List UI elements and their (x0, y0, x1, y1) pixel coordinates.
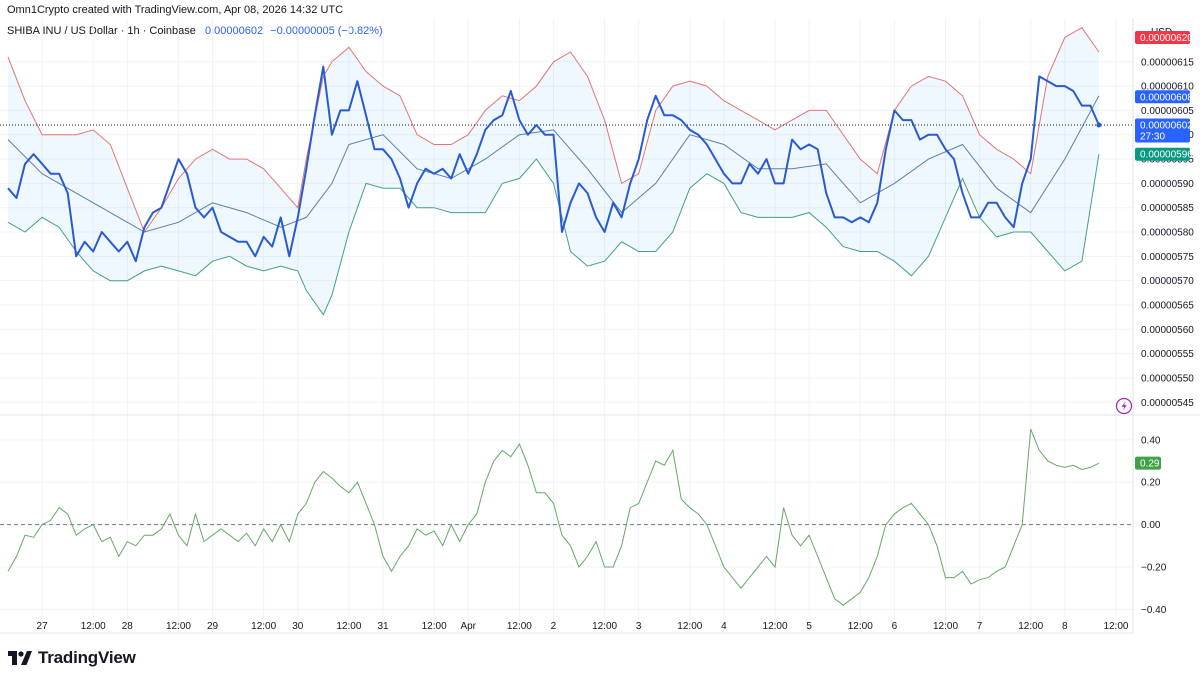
alert-bolt-icon[interactable] (1115, 397, 1133, 415)
bollinger-basis-line (7, 95, 1100, 233)
time-tick-label: 7 (977, 621, 983, 632)
price-tick-label: 0.00000610 (1141, 82, 1194, 93)
tradingview-brand[interactable]: TradingView (8, 647, 136, 669)
oscillator-tick-label: −0.40 (1141, 605, 1167, 616)
price-tick-label: 0.00000590 (1141, 179, 1194, 190)
symbol-legend[interactable]: SHIBA INU / US Dollar · 1h · Coinbase 0.… (7, 25, 383, 37)
time-tick-label: 12:00 (592, 621, 617, 632)
oscillator-tick-label: 0.40 (1141, 435, 1161, 446)
time-tick-label: 12:00 (848, 621, 873, 632)
price-tick-label: 0.00000555 (1141, 349, 1194, 360)
oscillator-badge-box (1135, 456, 1161, 470)
bollinger-upper-line (7, 27, 1100, 234)
time-tick-label: Apr (460, 621, 476, 632)
basis-badge-label: 0.00000608 (1140, 92, 1193, 103)
oscillator-line (7, 429, 1100, 606)
tradingview-logo-icon (8, 651, 32, 665)
time-tick-label: 28 (122, 621, 134, 632)
time-tick-label: 6 (892, 621, 898, 632)
lower-band-badge-label: 0.00000596 (1140, 150, 1193, 161)
time-tick-label: 12:00 (1018, 621, 1043, 632)
symbol-title[interactable]: SHIBA INU / US Dollar · 1h · Coinbase (7, 25, 196, 37)
time-tick-label: 12:00 (677, 621, 702, 632)
time-tick-label: 12:00 (81, 621, 106, 632)
bollinger-lower-line (7, 154, 1100, 316)
price-tick-label: 0.00000605 (1141, 106, 1194, 117)
time-tick-label: 12:00 (422, 621, 447, 632)
time-tick-label: 12:00 (1103, 621, 1128, 632)
upper-band-badge (1135, 30, 1190, 44)
time-tick-label: 31 (377, 621, 389, 632)
price-tick-label: 0.00000575 (1141, 252, 1194, 263)
oscillator-axis-ticks: 0.40 0.20 0.00 −0.20 −0.40 (1141, 435, 1167, 616)
time-tick-label: 3 (636, 621, 642, 632)
price-axis-ticks: 0.000006150.000006100.000006050.00000600… (1141, 57, 1194, 408)
time-axis-ticks: 27 12:00 28 12:00 29 12:00 30 12:00 31 12:00 Apr 12… (37, 621, 1129, 632)
time-tick-label: 4 (721, 621, 727, 632)
price-tick-label: 0.00000550 (1141, 373, 1194, 384)
price-change-value: −0.00000005 (−0.82%) (270, 25, 383, 37)
time-tick-label: 12:00 (251, 621, 276, 632)
time-tick-label: 12:00 (507, 621, 532, 632)
oscillator-badge-label: 0.29 (1140, 459, 1160, 470)
price-chart[interactable]: USD 0.000006150.000006100.000006050.0000… (0, 0, 1200, 640)
time-tick-label: 12:00 (933, 621, 958, 632)
lower-band-badge (1135, 147, 1190, 161)
time-tick-label: 29 (207, 621, 219, 632)
time-tick-label: 27 (37, 621, 49, 632)
basis-badge (1135, 90, 1190, 104)
time-tick-label: 2 (551, 621, 557, 632)
price-line (7, 65, 1100, 263)
price-tick-label: 0.00000615 (1141, 57, 1194, 68)
bollinger-band-fill (8, 27, 1099, 315)
last-price-badge (1135, 118, 1190, 143)
time-tick-label: 8 (1062, 621, 1068, 632)
price-tick-label: 0.00000560 (1141, 325, 1194, 336)
price-tick-label: 0.00000585 (1141, 203, 1194, 214)
oscillator-value-badge: 0.29 (1135, 456, 1161, 470)
price-tick-label: 0.00000545 (1141, 398, 1194, 409)
last-price-value: 0.00000602 (204, 25, 264, 37)
time-tick-label: 12:00 (763, 621, 788, 632)
price-tick-label: 0.00000565 (1141, 300, 1194, 311)
time-tick-label: 12:00 (336, 621, 361, 632)
price-tick-label: 0.00000580 (1141, 228, 1194, 239)
oscillator-tick-label: 0.20 (1141, 478, 1161, 489)
last-price-dot (1096, 122, 1102, 128)
chart-credit: Omn1Crypto created with TradingView.com,… (7, 4, 344, 16)
price-tick-label: 0.00000570 (1141, 276, 1194, 287)
last-price-badge-label: 0.00000602 (1140, 121, 1193, 132)
oscillator-tick-label: −0.20 (1141, 563, 1167, 574)
time-tick-label: 30 (292, 621, 304, 632)
brand-name: TradingView (38, 648, 136, 667)
last-price-badge-countdown: 27:30 (1140, 132, 1165, 143)
upper-band-badge-label: 0.00000620 (1140, 33, 1193, 44)
oscillator-tick-label: 0.00 (1141, 520, 1161, 531)
time-tick-label: 5 (806, 621, 812, 632)
time-tick-label: 12:00 (166, 621, 191, 632)
